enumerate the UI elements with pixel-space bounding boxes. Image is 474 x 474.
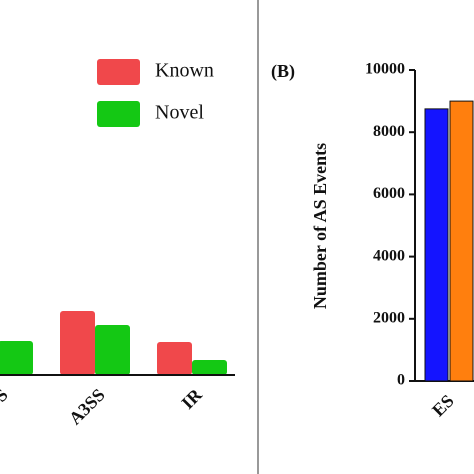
y-tick-label: 2000 (373, 309, 405, 326)
legend-swatch (97, 59, 140, 85)
y-tick-label: 10000 (365, 61, 405, 78)
x-tick-label: S (0, 385, 12, 406)
bar (192, 360, 227, 375)
panel-label: (B) (271, 61, 295, 82)
y-tick-label: 8000 (373, 123, 405, 140)
bar (424, 108, 449, 382)
bar (95, 325, 130, 375)
legend-label: Novel (155, 102, 204, 124)
y-tick-label: 0 (397, 372, 405, 389)
bar (60, 311, 95, 375)
bar (449, 100, 474, 382)
y-axis-label: Number of AS Events (310, 143, 330, 309)
legend-swatch (97, 101, 140, 127)
bar (0, 341, 33, 375)
x-tick-label: IR (177, 384, 206, 413)
bar (157, 342, 192, 375)
y-tick-label: 6000 (373, 185, 405, 202)
x-tick-label: ES (428, 391, 458, 421)
x-tick-label: A3SS (65, 385, 109, 429)
legend-label: Known (155, 60, 214, 82)
y-tick-label: 4000 (373, 247, 405, 264)
